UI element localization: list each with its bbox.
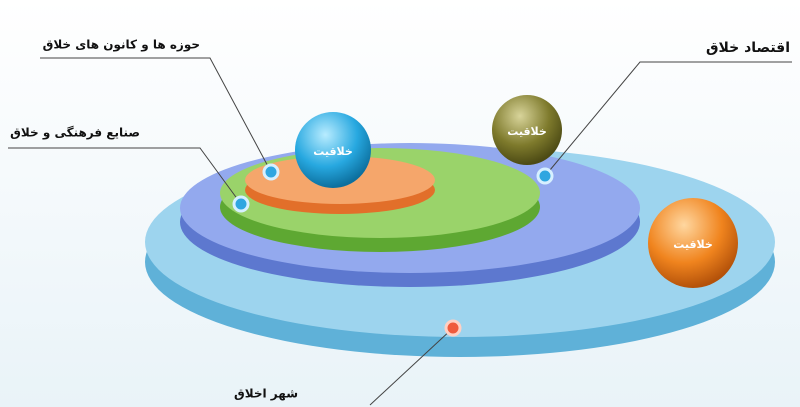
dot <box>232 195 250 213</box>
dot <box>444 319 462 337</box>
label: حوزه ها و کانون های خلاق <box>43 38 200 53</box>
sphere <box>648 198 738 288</box>
label: شهر اخلاق <box>234 387 298 401</box>
label: صنایع فرهنگی و خلاق <box>10 126 140 141</box>
sphere <box>295 112 371 188</box>
connector <box>544 61 792 177</box>
connector <box>369 327 454 406</box>
sphere-label: خلاقیت <box>673 238 713 251</box>
label: اقتصاد خلاق <box>706 40 790 56</box>
connector <box>8 147 242 205</box>
sphere-label: خلاقیت <box>507 125 547 138</box>
dot <box>262 163 280 181</box>
dot <box>536 167 554 185</box>
connector <box>40 57 272 173</box>
sphere <box>492 95 562 165</box>
sphere-label: خلاقیت <box>313 145 353 158</box>
